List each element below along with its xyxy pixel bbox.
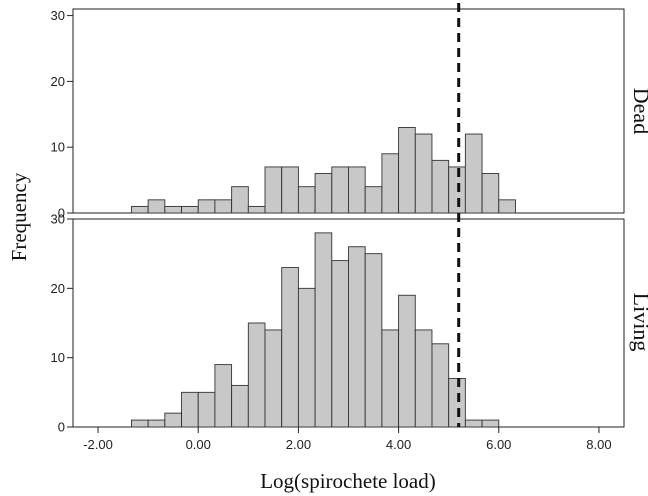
histogram-bar bbox=[498, 199, 516, 214]
panel-living: 0 10 20 30 bbox=[51, 212, 625, 435]
y-axis-title: Frequency bbox=[7, 172, 31, 261]
x-tick-label: 6.00 bbox=[486, 437, 511, 452]
y-tick-label: 20 bbox=[51, 281, 65, 296]
histogram-bar bbox=[131, 205, 149, 214]
histogram-bar bbox=[364, 186, 383, 214]
histogram-bar bbox=[197, 199, 216, 214]
histogram-bar bbox=[297, 287, 316, 428]
histogram-bar bbox=[281, 267, 299, 428]
histogram-bar bbox=[431, 159, 450, 214]
histogram-bar bbox=[231, 384, 249, 428]
y-tick-label: 10 bbox=[51, 350, 65, 365]
histogram-bar bbox=[281, 166, 299, 214]
histogram-bar bbox=[297, 186, 316, 214]
histogram-bar bbox=[197, 391, 216, 428]
histogram-bar bbox=[164, 205, 182, 214]
x-tick-label: -2.00 bbox=[83, 437, 113, 452]
y-tick-label: 20 bbox=[51, 74, 65, 89]
histogram-bar bbox=[331, 166, 349, 214]
y-tick-label: 0 bbox=[58, 206, 65, 221]
histogram-bar bbox=[264, 329, 283, 428]
histogram-bar bbox=[464, 419, 483, 428]
x-tick-label: 2.00 bbox=[286, 437, 311, 452]
x-axis-title: Log(spirochete load) bbox=[260, 469, 436, 493]
histogram-bar bbox=[398, 127, 416, 214]
histogram-bar bbox=[381, 329, 400, 428]
histogram-bar bbox=[381, 153, 400, 214]
y-tick-label: 0 bbox=[58, 420, 65, 435]
x-tick-label: 8.00 bbox=[586, 437, 611, 452]
histogram-bar bbox=[247, 322, 266, 428]
histogram-bar bbox=[131, 419, 149, 428]
y-tick-label: 10 bbox=[51, 140, 65, 155]
y-tick-label: 30 bbox=[51, 8, 65, 23]
histogram-bar bbox=[314, 232, 333, 428]
histogram-bar bbox=[464, 133, 483, 214]
x-tick-label: 0.00 bbox=[186, 437, 211, 452]
histogram-bar bbox=[231, 186, 249, 214]
histogram-bar bbox=[414, 133, 433, 214]
histogram-bar bbox=[164, 412, 182, 428]
histogram-bar bbox=[364, 253, 383, 428]
x-tick-label: 4.00 bbox=[386, 437, 411, 452]
histogram-bar bbox=[181, 391, 199, 428]
histogram-bar bbox=[264, 166, 283, 214]
histogram-bar bbox=[314, 173, 333, 214]
histogram-bar bbox=[214, 364, 233, 428]
histogram-bar bbox=[414, 329, 433, 428]
histogram-bar bbox=[431, 343, 450, 428]
y-tick-label: 30 bbox=[51, 212, 65, 227]
histogram-bar bbox=[448, 378, 466, 428]
histogram-bar bbox=[348, 246, 366, 428]
histogram-bar bbox=[214, 199, 233, 214]
histogram-bar bbox=[481, 419, 500, 428]
panel-label-dead: Dead bbox=[629, 88, 648, 134]
histogram-bar bbox=[147, 199, 166, 214]
panel-dead: 0 10 20 30 bbox=[51, 8, 625, 221]
histogram-bar bbox=[398, 294, 416, 428]
histogram-bar bbox=[448, 166, 466, 214]
histogram-bar bbox=[181, 205, 199, 214]
panel-label-living: Living bbox=[629, 293, 648, 352]
histogram-bar bbox=[481, 173, 500, 214]
x-axis: -2.00 0.00 2.00 4.00 6.00 8.00 bbox=[83, 427, 612, 452]
histogram-bar bbox=[247, 205, 266, 214]
histogram-bar bbox=[147, 419, 166, 428]
histogram-bar bbox=[348, 166, 366, 214]
histogram-bar bbox=[331, 260, 349, 428]
